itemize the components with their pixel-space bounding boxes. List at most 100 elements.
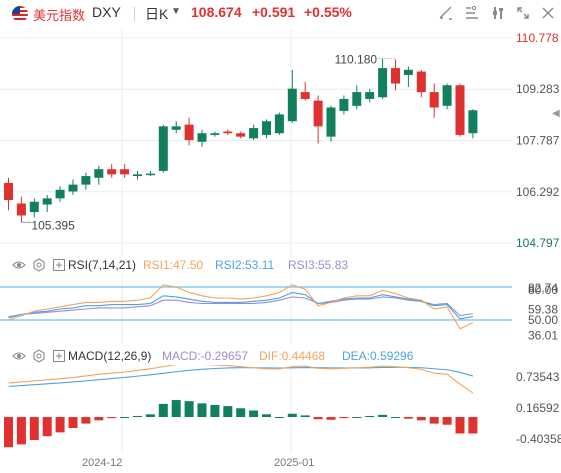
price-tick-label: 104.797 [516,236,560,250]
min-price-label: 105.395 [31,218,75,232]
candle-body [468,110,478,134]
macd-histogram-bar [326,417,336,420]
price-change: +0.591 [252,4,296,20]
macd-chart[interactable]: 0.73543 0.16592 -0.40358 [0,365,561,453]
macd-histogram-bar [4,417,13,448]
candle-body [223,131,233,134]
header-divider [134,7,135,21]
close-icon[interactable] [539,5,557,23]
candle-body [249,128,259,139]
settings-icon[interactable] [489,5,507,23]
candle-body [171,126,181,130]
price-tick-label: 107.787 [516,134,560,148]
rsi3-line [8,296,473,318]
macd-tick-label: -0.40358 [516,432,561,446]
candle-body [68,184,78,192]
macd-histogram-bar [236,408,246,418]
gear-icon[interactable] [32,258,46,275]
chevron-down-icon[interactable]: ▼ [171,6,181,17]
eye-icon[interactable] [12,349,26,366]
macd-histogram-bar [158,403,168,418]
candle-body [94,169,104,178]
drawing-tool-icon[interactable] [437,5,455,23]
rsi2-value: RSI2:53.11 [215,258,275,272]
quote-header: 美元指数 DXY 日K ▼ 108.674 +0.591 +0.55% [0,0,561,28]
macd-legend: MACD(12,26,9) MACD:-0.29657 DIF:0.44468 … [12,349,561,365]
max-price-label: 110.180 [335,52,378,66]
macd-histogram-bar [171,400,181,418]
instrument-name[interactable]: 美元指数 [33,8,86,23]
candle-body [120,169,130,175]
candle-body [29,201,39,213]
candle-body [4,182,13,201]
time-label-2024-12: 2024-12 [82,457,123,469]
candle-body [262,121,271,135]
macd-histogram-bar [94,417,104,421]
macd-histogram-bar [313,417,323,420]
macd-histogram-bar [300,415,310,418]
candle-body [274,114,284,134]
expand-box-icon[interactable] [52,349,66,366]
candle-body [300,92,310,99]
price-change-percent: +0.55% [304,4,352,20]
macd-histogram-bar [403,417,413,419]
macd-histogram-bar [429,417,439,424]
candle-body [210,133,220,135]
macd-value: MACD:-0.29657 [162,349,249,363]
dif-value: DIF:0.44468 [259,349,326,363]
macd-histogram-bar [120,417,130,419]
period-selector[interactable]: 日K [145,6,169,22]
macd-histogram-bar [442,417,452,425]
candle-body [365,92,375,99]
price-tick-label: 106.292 [516,185,560,199]
candle-body [55,189,65,199]
fullscreen-icon[interactable] [514,5,532,23]
macd-histogram-bar [29,417,39,441]
gear-icon[interactable] [32,349,46,366]
candle-body [442,85,452,106]
macd-histogram-bar [352,417,362,419]
collapse-arrow-icon[interactable]: ◀ [552,108,560,119]
macd-tick-label: 0.16592 [516,401,560,415]
time-label-2025-01: 2025-01 [274,457,315,469]
price-tick-label: 110.778 [516,31,559,45]
candle-body [16,203,26,216]
macd-histogram-bar [262,414,271,418]
candle-body [158,126,168,171]
candle-body [197,133,207,142]
macd-histogram-bar [455,417,465,434]
rsi1-line [8,284,474,330]
macd-histogram-bar [197,403,207,418]
candle-body [287,88,297,122]
macd-histogram-bar [133,415,142,418]
rsi1-value: RSI1:47.50 [143,258,204,272]
candle-body [145,173,155,176]
us-flag-icon [12,6,28,22]
macd-histogram-bar [184,401,194,418]
macd-histogram-bar [274,417,284,419]
rsi-tick-label: 80.00 [528,283,558,297]
last-price: 108.674 [191,4,242,20]
candle-body [339,98,349,111]
eye-icon[interactable] [12,258,26,275]
candle-body [429,92,439,108]
macd-histogram-bar [55,417,65,433]
dea-value: DEA:0.59296 [342,349,414,363]
expand-box-icon[interactable] [52,258,66,275]
macd-histogram-bar [81,417,91,424]
macd-histogram-bar [287,413,297,418]
candle-body [326,107,336,137]
instrument-code[interactable]: DXY [92,4,121,20]
price-tick-label: 109.283 [516,82,560,96]
macd-histogram-bar [107,417,117,419]
candle-body [352,92,362,106]
macd-histogram-bar [339,417,349,419]
macd-histogram-bar [365,415,375,418]
candle-body [236,133,246,137]
candlestick-chart[interactable]: 110.778 109.283 107.787 106.292 104.797 110.1… [0,28,561,256]
indicator-icon[interactable] [463,5,481,23]
rsi-title: RSI(7,14,21) [68,258,137,272]
macd-histogram-bar [468,417,478,434]
dif-line [8,365,474,394]
